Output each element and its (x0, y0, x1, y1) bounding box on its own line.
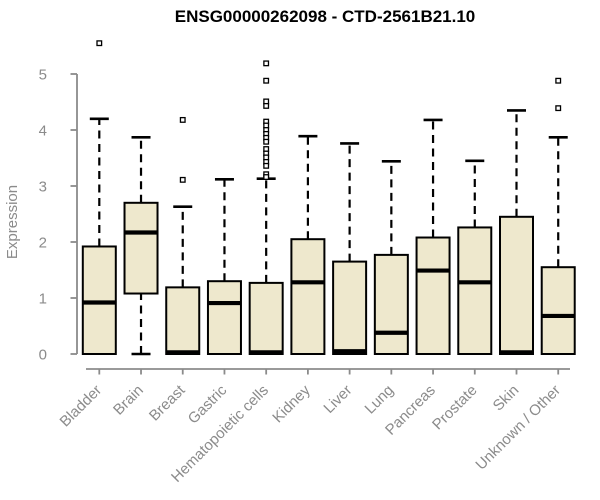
x-tick-label-brain: Brain (110, 382, 147, 419)
box-pancreas (415, 236, 451, 356)
outlier-hematopoietic-cells-16 (263, 174, 270, 180)
y-tick-label-4: 4 (39, 123, 47, 140)
outlier-bladder-0 (96, 40, 103, 47)
x-tick-label-lung: Lung (362, 382, 398, 418)
x-tick-label-breast: Breast (146, 381, 189, 424)
x-tick-label-prostate: Prostate (429, 382, 481, 434)
x-tick-label-skin: Skin (490, 382, 523, 415)
outlier-hematopoietic-cells-9 (263, 138, 270, 145)
box-gastric (206, 280, 242, 356)
box-kidney (290, 238, 326, 355)
box-breast (165, 286, 201, 355)
y-tick-label-5: 5 (39, 67, 47, 84)
box-bladder (81, 245, 117, 355)
y-tick-label-2: 2 (39, 235, 47, 252)
outlier-hematopoietic-cells-3 (263, 102, 270, 109)
box-brain (123, 201, 159, 295)
box-prostate (457, 226, 493, 355)
box-hematopoietic-cells (248, 281, 284, 356)
x-tick-label-bladder: Bladder (57, 382, 106, 431)
outlier-breast-1 (179, 176, 186, 183)
outlier-breast-0 (179, 116, 186, 123)
y-tick-label-3: 3 (39, 179, 47, 196)
x-tick-label-liver: Liver (320, 382, 355, 417)
y-tick-label-1: 1 (39, 291, 47, 308)
box-unknown-other (540, 266, 576, 356)
outlier-unknown-other-1 (555, 105, 562, 112)
box-skin (499, 215, 534, 355)
x-tick-label-kidney: Kidney (269, 381, 314, 426)
outlier-hematopoietic-cells-0 (263, 60, 270, 67)
box-lung (373, 253, 409, 356)
y-tick-label-0: 0 (39, 347, 47, 364)
outlier-unknown-other-0 (555, 77, 562, 84)
chart-title: ENSG00000262098 - CTD-2561B21.10 (175, 7, 476, 26)
y-axis-label: Expression (4, 185, 21, 259)
box-liver (332, 260, 368, 356)
outlier-hematopoietic-cells-14 (263, 162, 270, 169)
outlier-hematopoietic-cells-1 (263, 77, 270, 84)
